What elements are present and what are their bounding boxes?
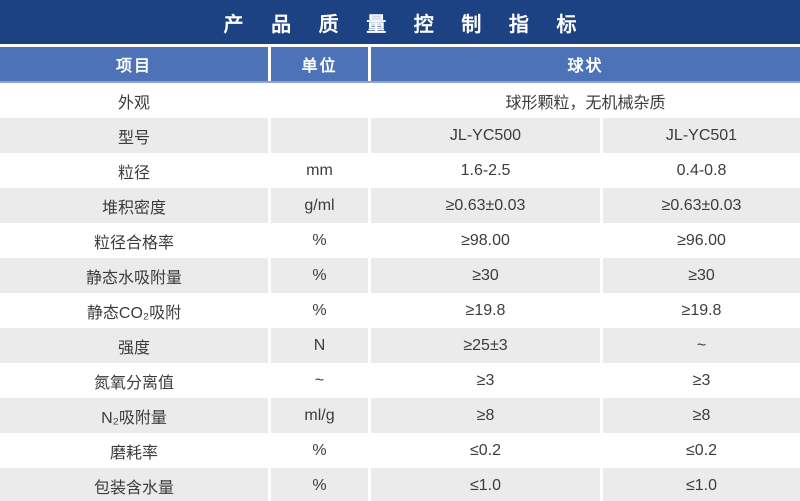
table-row: 粒径合格率 % ≥98.00 ≥96.00 xyxy=(0,223,800,258)
table-row: 静态水吸附量 % ≥30 ≥30 xyxy=(0,258,800,293)
value-cell-yc500: ≥30 xyxy=(371,258,600,293)
value-cell-yc500: 1.6-2.5 xyxy=(371,153,600,188)
value-cell-yc501: ≤1.0 xyxy=(603,468,800,501)
value-cell-yc501: ≤0.2 xyxy=(603,433,800,468)
unit-cell xyxy=(271,118,368,153)
value-cell-yc500: ≤0.2 xyxy=(371,433,600,468)
table-body: 外观 球形颗粒，无机械杂质 型号 JL-YC500 JL-YC501 粒径 mm… xyxy=(0,83,800,501)
item-cell: 强度 xyxy=(0,328,268,363)
item-cell: 静态水吸附量 xyxy=(0,258,268,293)
table-row: 外观 球形颗粒，无机械杂质 xyxy=(0,83,800,118)
value-cell-yc501: JL-YC501 xyxy=(603,118,800,153)
unit-cell: mm xyxy=(271,153,368,188)
value-cell-yc500: ≤1.0 xyxy=(371,468,600,501)
value-cell-yc500: ≥8 xyxy=(371,398,600,433)
value-cell-yc501: ≥96.00 xyxy=(603,223,800,258)
item-cell: 包装含水量 xyxy=(0,468,268,501)
divider xyxy=(0,44,800,47)
item-cell: 磨耗率 xyxy=(0,433,268,468)
table-header-row: 项目 单位 球状 xyxy=(0,47,800,81)
unit-cell: % xyxy=(271,258,368,293)
item-cell: 粒径合格率 xyxy=(0,223,268,258)
unit-cell: % xyxy=(271,293,368,328)
item-cell: N₂吸附量 xyxy=(0,398,268,433)
item-cell: 粒径 xyxy=(0,153,268,188)
value-cell-yc501: ≥19.8 xyxy=(603,293,800,328)
unit-cell: % xyxy=(271,433,368,468)
header-cell-item: 项目 xyxy=(0,47,268,81)
value-cell-yc501: ≥3 xyxy=(603,363,800,398)
unit-cell: ml/g xyxy=(271,398,368,433)
table-row: 静态CO₂吸附 % ≥19.8 ≥19.8 xyxy=(0,293,800,328)
header-underline xyxy=(0,81,800,83)
item-cell: 堆积密度 xyxy=(0,188,268,223)
value-cell-yc501: ≥8 xyxy=(603,398,800,433)
unit-cell: N xyxy=(271,328,368,363)
value-cell-yc501: ≥0.63±0.03 xyxy=(603,188,800,223)
page-title-bar: 产 品 质 量 控 制 指 标 xyxy=(0,0,800,44)
table-row: 粒径 mm 1.6-2.5 0.4-0.8 xyxy=(0,153,800,188)
item-cell: 氮氧分离值 xyxy=(0,363,268,398)
item-cell: 外观 xyxy=(0,83,268,118)
table-row: 氮氧分离值 ~ ≥3 ≥3 xyxy=(0,363,800,398)
value-cell-yc500: ≥0.63±0.03 xyxy=(371,188,600,223)
unit-cell xyxy=(271,83,368,118)
table-row: N₂吸附量 ml/g ≥8 ≥8 xyxy=(0,398,800,433)
table-row: 型号 JL-YC500 JL-YC501 xyxy=(0,118,800,153)
table-row: 强度 N ≥25±3 ~ xyxy=(0,328,800,363)
value-cell-yc500: ≥3 xyxy=(371,363,600,398)
value-cell-yc501: 0.4-0.8 xyxy=(603,153,800,188)
unit-cell: ~ xyxy=(271,363,368,398)
value-cell-yc501: ~ xyxy=(603,328,800,363)
header-cell-unit: 单位 xyxy=(271,47,368,81)
item-cell: 型号 xyxy=(0,118,268,153)
table-row: 包装含水量 % ≤1.0 ≤1.0 xyxy=(0,468,800,501)
value-cell-yc500: JL-YC500 xyxy=(371,118,600,153)
header-cell-group: 球状 xyxy=(371,47,800,81)
value-cell-yc500: ≥25±3 xyxy=(371,328,600,363)
value-cell-yc500: ≥19.8 xyxy=(371,293,600,328)
value-cell-yc500: ≥98.00 xyxy=(371,223,600,258)
table-row: 磨耗率 % ≤0.2 ≤0.2 xyxy=(0,433,800,468)
page-title: 产 品 质 量 控 制 指 标 xyxy=(223,13,588,36)
value-cell-yc500: 球形颗粒，无机械杂质 xyxy=(371,83,800,118)
value-cell-yc501: ≥30 xyxy=(603,258,800,293)
unit-cell: g/ml xyxy=(271,188,368,223)
table-row: 堆积密度 g/ml ≥0.63±0.03 ≥0.63±0.03 xyxy=(0,188,800,223)
item-cell: 静态CO₂吸附 xyxy=(0,293,268,328)
unit-cell: % xyxy=(271,468,368,501)
unit-cell: % xyxy=(271,223,368,258)
